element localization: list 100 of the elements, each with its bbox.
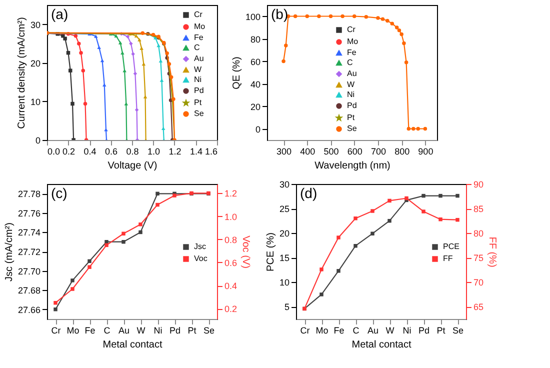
- x-tick-label: Ni: [154, 326, 162, 336]
- y2-tick-label: 75: [474, 253, 484, 264]
- legend-label: Pt: [347, 113, 356, 122]
- x-axis-title: Voltage (V): [108, 160, 158, 172]
- x-tick-label: C: [104, 326, 111, 336]
- legend-label: Pd: [194, 86, 204, 95]
- legend-label: Pd: [347, 101, 357, 110]
- x-axis-title: Metal contact: [102, 340, 162, 350]
- x-tick-label: 0.6: [104, 146, 118, 156]
- x-tick-label: Cr: [300, 326, 310, 336]
- x-tick-label: 1.0: [147, 146, 160, 156]
- y2-tick-label: 0.8: [224, 234, 238, 245]
- legend-label: Fe: [347, 48, 357, 57]
- y2-tick-label: 1.2: [224, 188, 238, 199]
- y-tick-label: 25: [279, 204, 290, 214]
- y-axis-title: Jsc (mA/cm²): [4, 222, 15, 282]
- y-tick-label: 27.66: [18, 304, 40, 315]
- x-tick-label: 0.2: [62, 146, 76, 156]
- legend-label: Voc: [194, 254, 208, 263]
- x-tick-label: Mo: [316, 326, 328, 336]
- y2-tick-label: 0.4: [224, 281, 238, 292]
- y-tick-label: 27.72: [18, 247, 40, 257]
- legend-label: PCE: [443, 242, 460, 251]
- y-axis-title: QE (%): [231, 56, 242, 90]
- x-tick-label: 300: [276, 146, 292, 156]
- x-tick-label: 0.8: [126, 146, 139, 156]
- y2-tick-label: 0.6: [224, 258, 238, 268]
- x-tick-label: W: [136, 326, 146, 336]
- legend-label: FF: [443, 254, 453, 263]
- x-tick-label: 0.0: [48, 146, 60, 156]
- y2-tick-label: 1.0: [224, 212, 238, 222]
- y-tick-label: 30: [279, 180, 290, 190]
- x-tick-label: 700: [370, 146, 386, 156]
- y-tick-label: 100: [245, 12, 260, 22]
- y2-tick-label: 80: [474, 228, 484, 239]
- x-tick-label: 900: [418, 146, 434, 156]
- y-tick-label: 10: [30, 96, 40, 107]
- y2-axis-title: Voc (V): [240, 236, 252, 268]
- legend-label: Cr: [194, 10, 203, 19]
- y-tick-label: 0: [255, 124, 260, 134]
- x-tick-label: Fe: [84, 326, 96, 336]
- x-tick-label: 600: [347, 146, 362, 156]
- y-tick-label: 20: [30, 58, 40, 68]
- x-tick-label: Se: [452, 326, 464, 336]
- legend-label: Au: [347, 69, 357, 78]
- y-tick-label: 0: [35, 136, 40, 146]
- legend-label: C: [194, 43, 200, 52]
- x-tick-label: Ni: [402, 326, 412, 336]
- legend-label: Au: [194, 54, 204, 63]
- y-tick-label: 15: [279, 253, 290, 264]
- x-axis-title: Wavelength (nm): [314, 160, 390, 172]
- y-tick-label: 27.74: [18, 228, 40, 238]
- annotation: (d): [300, 185, 318, 201]
- y-axis-title: PCE (%): [265, 232, 276, 272]
- legend-label: Ni: [347, 90, 355, 99]
- x-tick-label: Pd: [418, 326, 430, 336]
- x-tick-label: 1.6: [204, 146, 218, 156]
- y2-tick-label: 70: [474, 278, 484, 288]
- legend-label: Fe: [194, 33, 204, 42]
- x-tick-label: 0.4: [84, 146, 96, 156]
- legend-label: Cr: [347, 25, 356, 34]
- y-tick-label: 10: [279, 278, 290, 288]
- y2-tick-label: 65: [474, 302, 484, 312]
- y-tick-label: 27.76: [18, 208, 40, 218]
- x-tick-label: Cr: [51, 326, 61, 336]
- x-tick-label: Au: [367, 326, 379, 336]
- annotation: (b): [271, 6, 288, 22]
- y2-tick-label: 0.2: [224, 304, 238, 314]
- y-tick-label: 60: [250, 56, 260, 67]
- legend-label: Jsc: [194, 242, 206, 251]
- x-tick-label: Se: [203, 326, 215, 336]
- x-tick-label: 800: [394, 146, 410, 156]
- legend-label: Mo: [347, 37, 359, 46]
- x-tick-label: Fe: [334, 326, 344, 336]
- x-tick-label: 1.4: [190, 146, 203, 156]
- x-tick-label: W: [386, 326, 395, 336]
- x-tick-label: Pt: [188, 326, 197, 336]
- x-tick-label: Mo: [66, 326, 80, 336]
- legend-label: Se: [194, 109, 204, 118]
- x-tick-label: 500: [324, 146, 339, 156]
- y-tick-label: 27.68: [18, 286, 40, 296]
- y-tick-label: 80: [250, 34, 260, 44]
- y-tick-label: 40: [250, 79, 260, 90]
- x-tick-label: Pd: [169, 326, 181, 336]
- y2-tick-label: 90: [474, 180, 484, 190]
- legend-label: W: [347, 80, 355, 89]
- legend-label: C: [347, 58, 353, 67]
- y-tick-label: 27.70: [18, 266, 40, 276]
- x-axis-title: Metal contact: [352, 340, 412, 350]
- x-tick-label: 400: [300, 146, 316, 156]
- y2-axis-title: FF (%): [486, 236, 498, 268]
- y-tick-label: 5: [284, 302, 290, 312]
- legend-label: Ni: [194, 75, 202, 84]
- legend-label: Se: [347, 124, 358, 133]
- x-tick-label: Au: [118, 326, 130, 336]
- x-tick-label: 1.2: [168, 146, 182, 156]
- y2-tick-label: 85: [474, 204, 484, 214]
- legend-label: Pt: [194, 98, 202, 107]
- y-tick-label: 20: [279, 228, 290, 239]
- y-tick-label: 30: [30, 20, 40, 30]
